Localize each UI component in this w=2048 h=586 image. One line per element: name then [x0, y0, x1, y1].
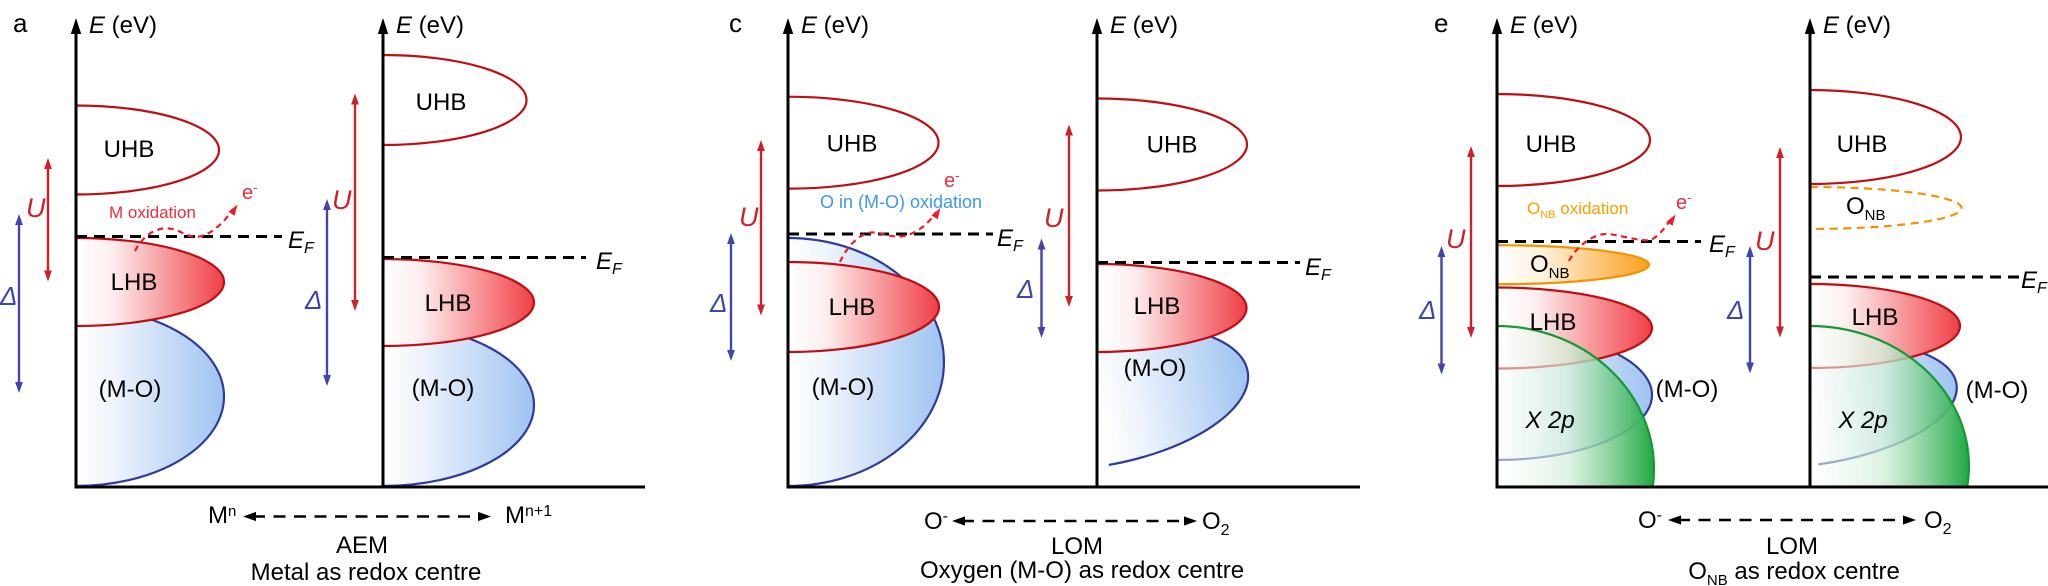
svg-text:Δ: Δ — [0, 281, 17, 311]
svg-text:Δ: Δ — [304, 285, 322, 315]
svg-text:E (eV): E (eV) — [1823, 12, 1891, 39]
svg-text:U: U — [1446, 224, 1466, 254]
svg-text:LHB: LHB — [1852, 304, 1899, 331]
svg-text:Δ: Δ — [1726, 295, 1744, 325]
svg-text:M oxidation: M oxidation — [109, 203, 196, 222]
svg-text:LHB: LHB — [111, 269, 158, 296]
svg-text:(M-O): (M-O) — [1966, 377, 2029, 404]
svg-text:LOM: LOM — [1051, 533, 1103, 560]
svg-text:X 2p: X 2p — [1837, 407, 1887, 434]
svg-text:Oxygen (M-O) as redox centre: Oxygen (M-O) as redox centre — [920, 557, 1244, 584]
svg-text:UHB: UHB — [1147, 132, 1198, 159]
svg-text:E (eV): E (eV) — [396, 12, 464, 39]
svg-text:Metal as redox centre: Metal as redox centre — [251, 559, 482, 586]
svg-text:EF: EF — [288, 227, 315, 257]
svg-text:(M-O): (M-O) — [812, 374, 875, 401]
svg-text:(M-O): (M-O) — [1124, 355, 1187, 382]
svg-text:(M-O): (M-O) — [412, 375, 475, 402]
svg-text:Δ: Δ — [709, 288, 727, 318]
svg-text:(M-O): (M-O) — [99, 376, 162, 403]
svg-text:UHB: UHB — [1526, 131, 1577, 158]
svg-text:e: e — [1434, 8, 1448, 38]
svg-text:LHB: LHB — [1134, 293, 1181, 320]
svg-text:X 2p: X 2p — [1524, 407, 1574, 434]
svg-text:LHB: LHB — [829, 294, 876, 321]
svg-text:UHB: UHB — [827, 131, 878, 158]
svg-text:EF: EF — [997, 225, 1024, 255]
svg-text:E (eV): E (eV) — [89, 12, 157, 39]
svg-text:LOM: LOM — [1766, 533, 1818, 560]
svg-text:c: c — [729, 8, 742, 38]
svg-text:UHB: UHB — [1837, 131, 1888, 158]
svg-text:U: U — [739, 202, 759, 232]
svg-text:a: a — [13, 8, 28, 38]
svg-text:U: U — [332, 185, 352, 215]
svg-text:E (eV): E (eV) — [1110, 12, 1178, 39]
svg-text:Δ: Δ — [1418, 295, 1436, 325]
svg-text:U: U — [1044, 203, 1064, 233]
svg-text:O in (M-O) oxidation: O in (M-O) oxidation — [820, 192, 982, 212]
svg-text:E (eV): E (eV) — [801, 12, 869, 39]
svg-text:LHB: LHB — [425, 290, 472, 317]
svg-text:Δ: Δ — [1016, 274, 1034, 304]
svg-text:E (eV): E (eV) — [1510, 12, 1578, 39]
svg-text:AEM: AEM — [336, 532, 388, 559]
svg-text:LHB: LHB — [1530, 309, 1577, 336]
svg-text:(M-O): (M-O) — [1656, 376, 1719, 403]
svg-text:UHB: UHB — [416, 89, 467, 116]
svg-text:U: U — [1755, 226, 1775, 256]
svg-text:UHB: UHB — [104, 136, 155, 163]
svg-text:EF: EF — [596, 248, 623, 278]
svg-text:U: U — [26, 193, 46, 223]
